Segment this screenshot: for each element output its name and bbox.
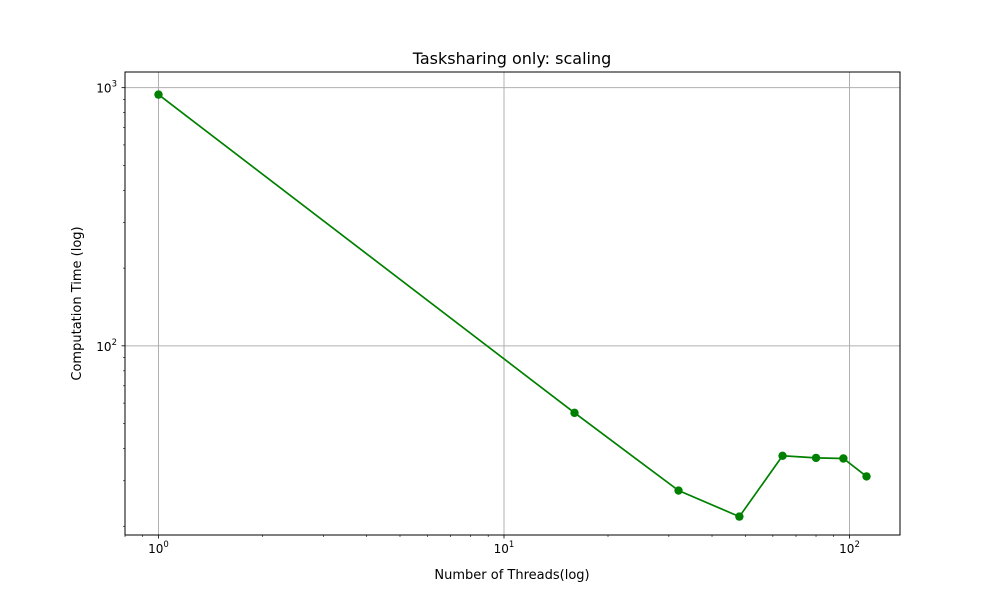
data-point — [735, 512, 744, 521]
series-layer — [154, 90, 871, 521]
y-tick-label: 102 — [96, 338, 117, 354]
data-point — [839, 454, 848, 463]
data-point — [570, 408, 579, 418]
data-point — [811, 453, 821, 463]
ticks: 100 101 102 102 103 — [96, 80, 860, 556]
x-tick-label: 102 — [839, 540, 860, 556]
data-point — [674, 486, 683, 495]
chart-title: Tasksharing only: scaling — [412, 49, 612, 68]
grid — [125, 72, 900, 535]
data-point — [778, 451, 787, 460]
y-axis-label: Computation Time (log) — [70, 226, 85, 380]
x-axis-label: Number of Threads(log) — [434, 568, 589, 583]
x-tick-label: 100 — [148, 540, 169, 556]
data-point — [154, 90, 163, 99]
series-line — [157, 93, 868, 518]
data-point — [862, 472, 871, 481]
y-tick-label: 103 — [96, 80, 117, 96]
x-tick-label: 101 — [494, 540, 515, 556]
plot-frame — [124, 71, 901, 536]
